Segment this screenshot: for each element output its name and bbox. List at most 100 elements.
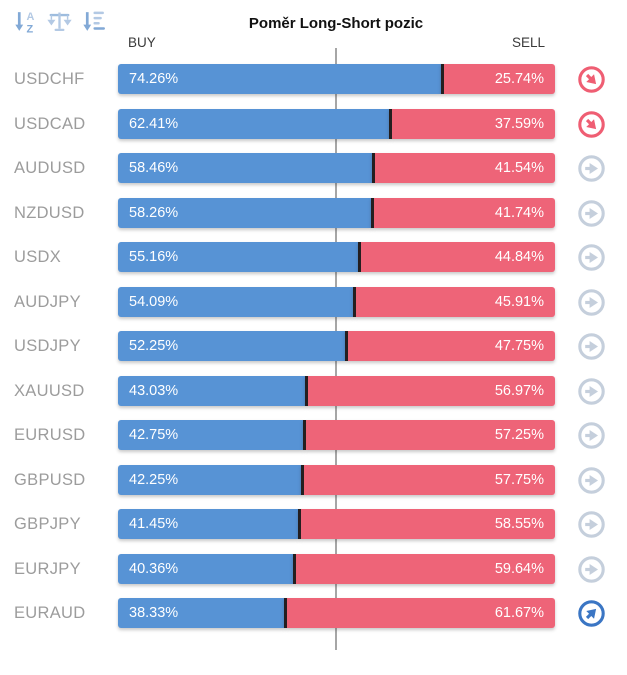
buy-bar-segment: 40.36% xyxy=(118,553,293,584)
trend-button[interactable] xyxy=(577,110,606,139)
bar-divider xyxy=(352,286,356,317)
instrument-symbol: USDX xyxy=(14,248,62,266)
sort-amount-icon[interactable] xyxy=(80,8,107,35)
trend-cell xyxy=(555,198,627,228)
ratio-bar-track: 40.36% 59.64% xyxy=(118,553,555,584)
trend-cell xyxy=(555,376,627,406)
bar-divider xyxy=(292,553,296,584)
instrument-symbol: EURAUD xyxy=(14,604,86,622)
instrument-symbol: AUDJPY xyxy=(14,292,81,311)
trend-arrow-icon xyxy=(577,288,605,316)
table-row: USDX 55.16% 44.84% xyxy=(0,242,627,287)
ratio-bar-track: 55.16% 44.84% xyxy=(118,242,555,272)
svg-text:Z: Z xyxy=(27,23,34,35)
buy-percentage: 58.46% xyxy=(129,160,179,176)
trend-button[interactable] xyxy=(577,65,606,94)
buy-bar-segment: 41.45% xyxy=(118,509,298,539)
balance-scale-icon[interactable] xyxy=(46,8,73,35)
trend-cell xyxy=(555,420,627,450)
sell-percentage: 47.75% xyxy=(494,338,544,354)
trend-button[interactable] xyxy=(577,377,606,406)
trend-button[interactable] xyxy=(577,421,606,450)
table-row: EURAUD 38.33% 61.67% xyxy=(0,598,627,643)
ratio-bar-track: 38.33% 61.67% xyxy=(118,598,555,628)
buy-bar-segment: 52.25% xyxy=(118,331,345,361)
sell-column-header: SELL xyxy=(511,35,545,50)
bar-divider xyxy=(301,464,305,495)
trend-arrow-icon xyxy=(577,466,605,494)
trend-button[interactable] xyxy=(577,288,606,317)
sell-bar-segment: 41.54% xyxy=(374,153,555,183)
sell-bar-segment: 59.64% xyxy=(295,553,555,584)
trend-cell xyxy=(555,109,627,139)
table-row: GBPJPY 41.45% 58.55% xyxy=(0,509,627,554)
trend-button[interactable] xyxy=(577,199,606,228)
trend-cell xyxy=(555,598,627,628)
instrument-symbol: NZDUSD xyxy=(14,203,85,222)
ratio-bar-track: 43.03% 56.97% xyxy=(118,375,555,406)
trend-button[interactable] xyxy=(577,555,606,584)
buy-bar-segment: 58.46% xyxy=(118,153,372,183)
ratio-bar-track: 41.45% 58.55% xyxy=(118,509,555,539)
bar-divider xyxy=(284,598,287,628)
sell-percentage: 58.55% xyxy=(494,516,544,532)
ratio-bar-track: 42.75% 57.25% xyxy=(118,420,555,450)
trend-button[interactable] xyxy=(577,466,606,495)
trend-button[interactable] xyxy=(577,154,606,183)
ratio-bar-track: 54.09% 45.91% xyxy=(118,286,555,317)
trend-cell xyxy=(555,465,627,495)
bar-divider xyxy=(303,420,307,450)
trend-button[interactable] xyxy=(577,599,606,628)
buy-percentage: 74.26% xyxy=(129,71,179,87)
trend-arrow-icon xyxy=(577,244,605,271)
table-row: AUDJPY 54.09% 45.91% xyxy=(0,286,627,332)
sort-alphabetical-icon[interactable]: A Z xyxy=(12,8,39,35)
buy-percentage: 58.26% xyxy=(129,204,179,221)
trend-arrow-icon xyxy=(577,333,605,360)
bar-divider xyxy=(371,153,375,183)
sell-percentage: 57.25% xyxy=(494,427,544,443)
buy-bar-segment: 43.03% xyxy=(118,375,305,406)
sell-bar-segment: 37.59% xyxy=(392,108,555,139)
trend-button[interactable] xyxy=(577,243,606,272)
trend-button[interactable] xyxy=(577,332,606,361)
buy-percentage: 41.45% xyxy=(129,516,179,532)
sell-bar-segment: 57.75% xyxy=(304,464,555,495)
sell-bar-segment: 45.91% xyxy=(355,286,555,317)
sort-toolbar: A Z xyxy=(12,8,107,35)
instrument-symbol: EURUSD xyxy=(14,426,86,444)
sell-bar-segment: 61.67% xyxy=(287,598,555,628)
trend-cell xyxy=(555,287,627,317)
table-row: NZDUSD 58.26% 41.74% xyxy=(0,197,627,243)
ratio-bar-track: 58.26% 41.74% xyxy=(118,197,555,228)
buy-bar-segment: 38.33% xyxy=(118,598,284,628)
sell-bar-segment: 44.84% xyxy=(360,242,555,272)
buy-bar-segment: 58.26% xyxy=(118,197,372,228)
trend-arrow-icon xyxy=(577,377,605,405)
trend-arrow-icon xyxy=(577,66,605,93)
bar-divider xyxy=(304,375,308,406)
ratio-bar-track: 52.25% 47.75% xyxy=(118,331,555,361)
buy-percentage: 43.03% xyxy=(129,382,179,399)
sell-percentage: 44.84% xyxy=(494,249,544,265)
bar-divider xyxy=(371,197,375,228)
sell-bar-segment: 56.97% xyxy=(307,375,555,406)
ratio-bar-track: 42.25% 57.75% xyxy=(118,464,555,495)
sell-bar-segment: 25.74% xyxy=(444,64,555,94)
sell-bar-segment: 57.25% xyxy=(306,420,555,450)
trend-arrow-icon xyxy=(577,199,605,227)
buy-percentage: 54.09% xyxy=(129,293,179,310)
table-row: XAUUSD 43.03% 56.97% xyxy=(0,375,627,421)
buy-percentage: 38.33% xyxy=(129,605,179,621)
sell-bar-segment: 58.55% xyxy=(300,509,555,539)
trend-arrow-icon xyxy=(577,155,605,182)
instrument-symbol: GBPUSD xyxy=(14,470,86,489)
buy-percentage: 42.25% xyxy=(129,471,179,488)
sell-percentage: 57.75% xyxy=(494,471,544,488)
sell-percentage: 45.91% xyxy=(494,293,544,310)
buy-percentage: 52.25% xyxy=(129,338,179,354)
instrument-symbol: XAUUSD xyxy=(14,381,85,400)
trend-button[interactable] xyxy=(577,510,606,539)
trend-arrow-icon xyxy=(577,600,605,627)
buy-bar-segment: 42.75% xyxy=(118,420,304,450)
